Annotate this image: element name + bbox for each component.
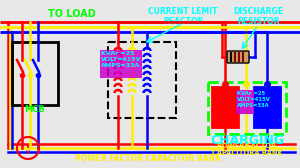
Text: KVAr =25
VOLT=415V
AMPS=33A: KVAr =25 VOLT=415V AMPS=33A: [237, 91, 271, 108]
Text: V: V: [26, 143, 30, 149]
Text: POWER FACTOR
CAPACITORA BANK: POWER FACTOR CAPACITORA BANK: [212, 143, 282, 156]
FancyBboxPatch shape: [227, 51, 249, 63]
Text: CHARGING: CHARGING: [210, 134, 284, 147]
Text: KVAr =25
VOLT=415V
AMPS=33A: KVAr =25 VOLT=415V AMPS=33A: [101, 51, 141, 68]
Bar: [100, 50, 142, 78]
Text: POWER FACTOR CAPACITOR BANK: POWER FACTOR CAPACITOR BANK: [75, 154, 221, 163]
Text: TO LOAD: TO LOAD: [48, 9, 96, 19]
Text: MCB: MCB: [25, 105, 45, 114]
Bar: [12, 42, 58, 105]
Bar: [212, 87, 238, 127]
Bar: [254, 87, 280, 127]
Bar: [208, 82, 286, 134]
Text: DISCHARGE
RESISTOR: DISCHARGE RESISTOR: [233, 7, 283, 26]
Bar: [236, 90, 254, 114]
Bar: [108, 42, 176, 118]
Text: M: M: [26, 150, 30, 155]
Text: CURRENT LEMIT
REACTOR: CURRENT LEMIT REACTOR: [148, 7, 218, 26]
